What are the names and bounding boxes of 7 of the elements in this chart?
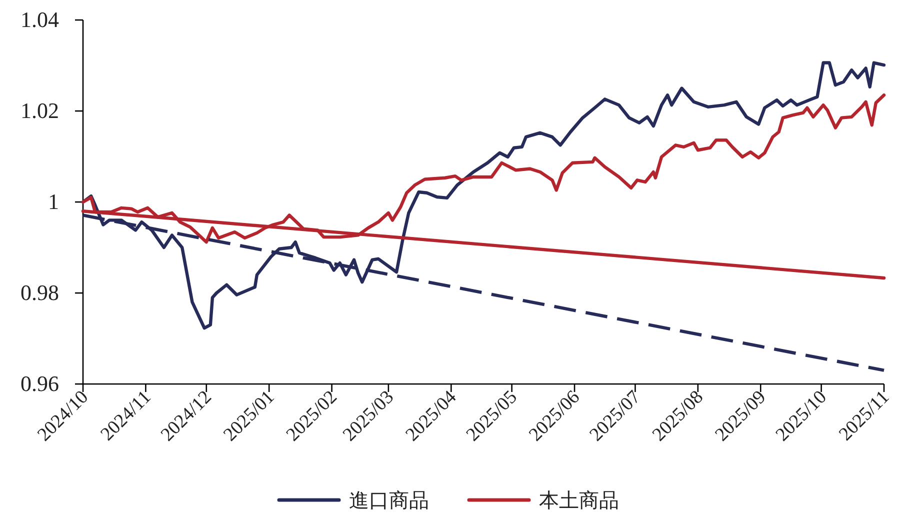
y-tick-label: 0.98	[20, 280, 59, 305]
legend-label: 進口商品	[349, 490, 429, 512]
y-tick-label: 1.04	[20, 7, 59, 32]
y-tick-label: 0.96	[20, 371, 59, 396]
y-tick-label: 1.02	[20, 98, 59, 123]
legend-label: 本土商品	[539, 490, 619, 512]
y-tick-label: 1	[48, 189, 59, 214]
